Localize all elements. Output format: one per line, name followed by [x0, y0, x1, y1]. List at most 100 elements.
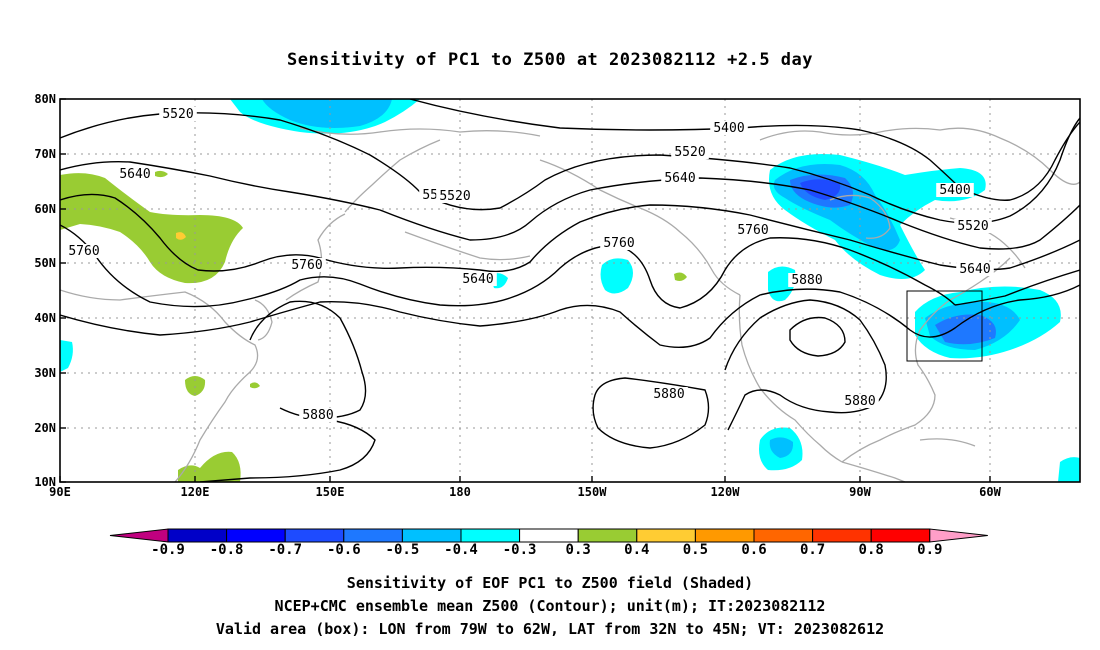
- colorbar-swatch: [226, 528, 286, 543]
- contour-label: 5760: [603, 236, 634, 251]
- contour-5880-east-asia: [249, 300, 367, 419]
- colorbar-label: -0.3: [502, 542, 537, 558]
- lat-tick-label: 50N: [34, 256, 56, 270]
- contour-5880-philippines: [199, 419, 376, 482]
- contour-label-bg: [436, 189, 474, 203]
- contour-label: 5640: [462, 272, 493, 287]
- lat-tick-label: 20N: [34, 421, 56, 435]
- colorbar-label: 0.4: [624, 542, 650, 558]
- coast-na-west: [738, 294, 843, 463]
- contour-label-bg: [459, 272, 497, 286]
- lat-tick-label: 30N: [34, 366, 56, 380]
- colorbar-arrow-left: [109, 528, 169, 543]
- lat-tick-label: 40N: [34, 311, 56, 325]
- lon-tick-label: 60W: [979, 485, 1001, 499]
- shade-mid-pacific: [600, 258, 633, 294]
- coast-gulf: [841, 329, 936, 463]
- contour-5640-asia: [60, 193, 1080, 273]
- lat-tick-label: 70N: [34, 147, 56, 161]
- contour-label: 5760: [737, 223, 768, 238]
- colorbar-label: 0.8: [858, 542, 884, 558]
- footer-line-2: NCEP+CMC ensemble mean Z500 (Contour); u…: [274, 597, 826, 615]
- coast-hudson-bay: [829, 194, 891, 239]
- shade-right-corner: [1058, 457, 1080, 482]
- lon-tick-label: 150E: [316, 485, 345, 499]
- contour-label-bg: [734, 223, 772, 237]
- contour-label: 5520: [439, 189, 470, 204]
- coastline-layer: [60, 127, 1080, 482]
- contour-label: 5520: [674, 145, 705, 160]
- contour-label-bg: [600, 236, 638, 250]
- contour-label-bg: [159, 107, 197, 121]
- shade-green-spot-3: [674, 272, 687, 281]
- contour-label-bg: [288, 258, 326, 272]
- contour-label-bg: [116, 167, 154, 181]
- shade-green-spot-2: [250, 382, 260, 389]
- contour-label: 5880: [844, 394, 875, 409]
- lon-tick-label: 120E: [181, 485, 210, 499]
- colorbar-label: -0.6: [326, 542, 361, 558]
- coast-central-america: [841, 461, 906, 482]
- coast-cuba: [919, 438, 976, 447]
- coast-kamchatka: [344, 139, 441, 213]
- chart-title: Sensitivity of PC1 to Z500 at 2023082112…: [286, 50, 813, 70]
- colorbar-label: -0.5: [385, 542, 420, 558]
- contour-5520-upper: [60, 161, 1080, 250]
- colorbar-label: -0.8: [209, 542, 244, 558]
- contour-label-bg: [841, 394, 879, 408]
- shade-hudson-max: [800, 179, 841, 200]
- contour-label: 5760: [291, 258, 322, 273]
- lon-tick-label: 180: [449, 485, 471, 499]
- contour-label-bg: [936, 183, 974, 197]
- colorbar-swatch: [343, 528, 403, 543]
- shade-mexico-inner: [769, 437, 794, 458]
- colorbar-label: 0.3: [565, 542, 591, 558]
- colorbar-label: -0.4: [444, 542, 478, 558]
- coast-siberia: [299, 127, 541, 137]
- contour-label: 5400: [713, 121, 744, 136]
- colorbar-swatch: [636, 528, 696, 543]
- contour-label: 5880: [791, 273, 822, 288]
- contour-label: 5400: [939, 183, 970, 198]
- contour-label-bg: [299, 408, 337, 422]
- colorbar-swatch: [460, 528, 521, 543]
- lat-tick-label: 10N: [34, 475, 56, 489]
- coast-alaska: [539, 159, 741, 296]
- coast-aleutians: [404, 231, 531, 261]
- contour-5880-na: [724, 299, 887, 431]
- contour-label: 5640: [119, 167, 150, 182]
- contour-label-bg: [956, 262, 994, 276]
- axis-labels: 90E 120E 150E 180 150W 120W 90W 60W 80N 70N 60N 50N…: [34, 92, 1001, 499]
- colorbar-swatch: [519, 528, 579, 543]
- contour-5760-atlantic: [954, 269, 1080, 306]
- contour-5520-west: [60, 112, 1080, 224]
- lon-tick-label: 150W: [578, 485, 608, 499]
- shade-north-pacific-top-inner: [262, 99, 392, 128]
- contour-label-bg: [710, 121, 748, 135]
- lat-tick-label: 80N: [34, 92, 56, 106]
- contour-5880-pacific-cell: [592, 377, 710, 449]
- shade-philippines: [178, 451, 241, 482]
- shade-green-spot-1: [155, 170, 168, 178]
- colorbar-swatch: [284, 528, 345, 543]
- valid-area-box: [906, 290, 983, 362]
- contour-5880-anticyclone: [789, 316, 846, 357]
- lon-tick-label: 90W: [849, 485, 871, 499]
- colorbar-swatch: [167, 528, 228, 543]
- contour-label: 5880: [302, 408, 333, 423]
- colorbar-label: 0.7: [799, 542, 826, 558]
- contour-label-bg: [661, 171, 699, 185]
- colorbar-label: 0.5: [682, 542, 709, 558]
- plot-frame: [59, 98, 1081, 483]
- lon-tick-label: 120W: [711, 485, 741, 499]
- colorbar-swatch: [577, 528, 638, 543]
- coast-asia-east: [60, 289, 259, 482]
- colorbar-label: 0.9: [917, 542, 943, 558]
- contour-label: 5520: [162, 107, 193, 122]
- footer-line-3: Valid area (box): LON from 79W to 62W, L…: [215, 620, 885, 638]
- contour-label: 5880: [653, 387, 684, 402]
- shade-left-edge: [60, 340, 73, 372]
- contour-label-bg: [65, 244, 103, 258]
- colorbar: [109, 528, 988, 543]
